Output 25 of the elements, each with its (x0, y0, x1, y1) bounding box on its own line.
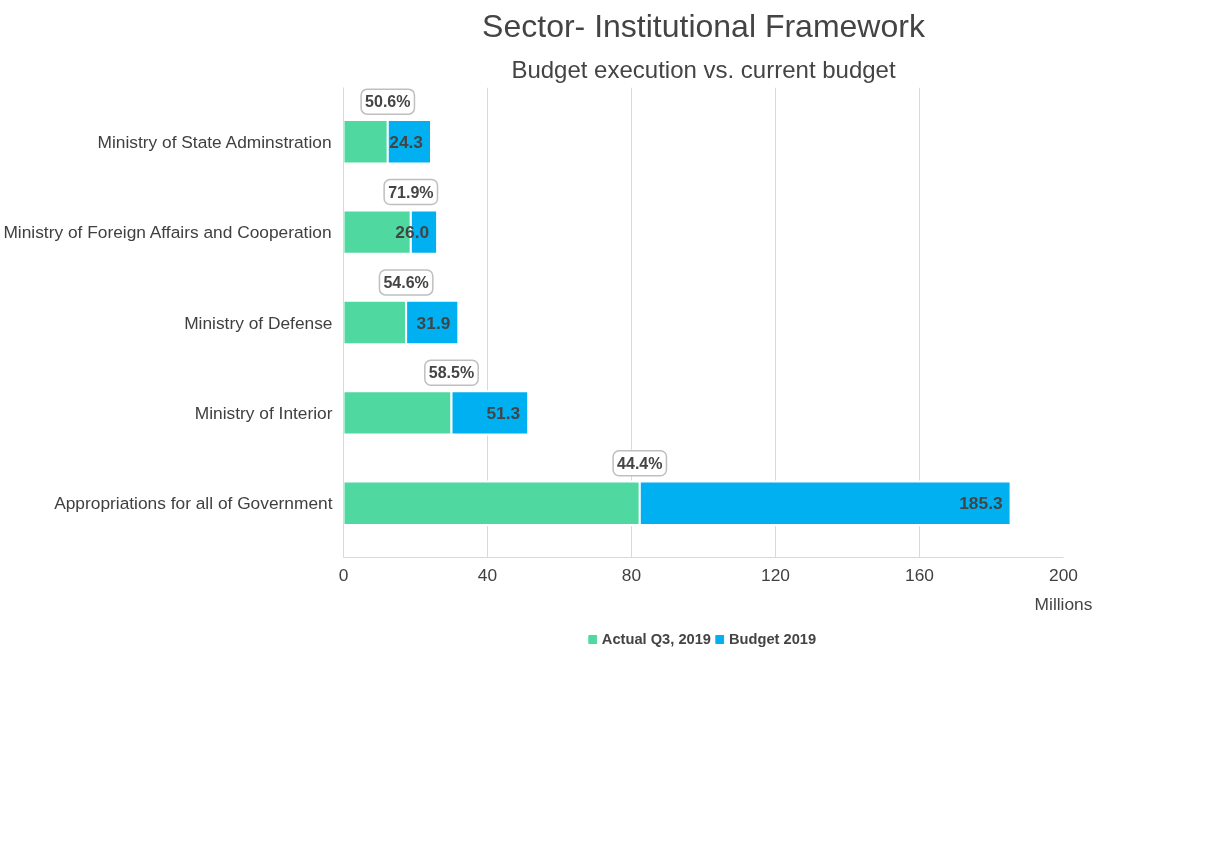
x-tick-label: 160 (905, 564, 934, 585)
x-tick-label: 80 (621, 564, 642, 585)
x-tick-label: 200 (1049, 564, 1078, 585)
legend-label: Actual Q3, 2019 (601, 630, 712, 647)
total-label: 185.3 (959, 493, 1003, 514)
annotation: 44.4% (617, 454, 663, 472)
total-label: 31.9 (416, 312, 451, 333)
legend-label: Budget 2019 (729, 630, 817, 647)
x-tick-label: 120 (761, 564, 790, 585)
chart-subtitle: Budget execution vs. current budget (511, 55, 896, 83)
y-tick-label: Ministry of Defense (184, 312, 333, 333)
y-tick-label: Appropriations for all of Government (54, 493, 333, 514)
annotation: 71.9% (388, 183, 434, 201)
x-tick-label: 0 (338, 564, 349, 585)
total-label: 24.3 (389, 131, 424, 152)
y-tick-label: Ministry of State Adminstration (97, 131, 332, 152)
x-axis-title: Millions (1034, 593, 1093, 614)
y-tick-label: Ministry of Foreign Affairs and Cooperation (3, 222, 332, 243)
x-tick-label: 40 (477, 564, 498, 585)
total-label: 51.3 (486, 402, 521, 423)
annotation: 50.6% (365, 93, 411, 111)
chart-title: Sector- Institutional Framework (482, 7, 926, 44)
annotation: 58.5% (428, 364, 475, 382)
annotation: 54.6% (383, 273, 429, 291)
y-tick-label: Ministry of Interior (194, 402, 333, 423)
